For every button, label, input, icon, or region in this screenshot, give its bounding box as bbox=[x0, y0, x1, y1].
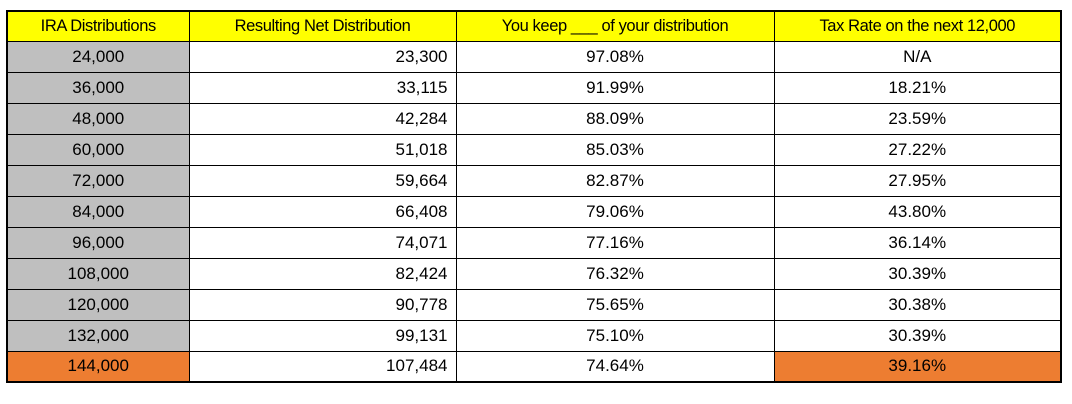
data-cell: 82.87% bbox=[455, 164, 775, 197]
data-cell: 107,484 bbox=[188, 350, 457, 383]
data-cell: 144,000 bbox=[6, 350, 190, 383]
header-cell: IRA Distributions bbox=[6, 10, 190, 42]
data-cell: 120,000 bbox=[6, 288, 190, 321]
data-cell: 23.59% bbox=[773, 102, 1062, 135]
data-cell: 97.08% bbox=[455, 40, 775, 73]
data-cell: 18.21% bbox=[773, 71, 1062, 104]
spreadsheet-table: IRA Distributions Resulting Net Distribut… bbox=[6, 10, 1062, 383]
data-cell: 79.06% bbox=[455, 195, 775, 228]
data-cell: 27.95% bbox=[773, 164, 1062, 197]
data-cell: 74,071 bbox=[188, 226, 457, 259]
data-cell: 33,115 bbox=[188, 71, 457, 104]
data-row: 24,000 23,300 97.08% N/A bbox=[6, 40, 1062, 73]
data-cell: 77.16% bbox=[455, 226, 775, 259]
data-cell: 27.22% bbox=[773, 133, 1062, 166]
header-cell: You keep ___ of your distribution bbox=[455, 10, 775, 42]
data-cell: 88.09% bbox=[455, 102, 775, 135]
data-cell: N/A bbox=[773, 40, 1062, 73]
data-cell: 48,000 bbox=[6, 102, 190, 135]
data-cell: 36,000 bbox=[6, 71, 190, 104]
data-cell: 84,000 bbox=[6, 195, 190, 228]
data-row: 48,000 42,284 88.09% 23.59% bbox=[6, 102, 1062, 135]
data-cell: 23,300 bbox=[188, 40, 457, 73]
data-cell: 66,408 bbox=[188, 195, 457, 228]
data-cell: 72,000 bbox=[6, 164, 190, 197]
data-row: 72,000 59,664 82.87% 27.95% bbox=[6, 164, 1062, 197]
data-cell: 30.39% bbox=[773, 319, 1062, 352]
data-cell: 74.64% bbox=[455, 350, 775, 383]
data-cell: 76.32% bbox=[455, 257, 775, 290]
data-row: 36,000 33,115 91.99% 18.21% bbox=[6, 71, 1062, 104]
data-row: 96,000 74,071 77.16% 36.14% bbox=[6, 226, 1062, 259]
header-row: IRA Distributions Resulting Net Distribut… bbox=[6, 10, 1062, 42]
data-cell: 30.39% bbox=[773, 257, 1062, 290]
data-cell: 42,284 bbox=[188, 102, 457, 135]
data-cell: 51,018 bbox=[188, 133, 457, 166]
header-cell: Tax Rate on the next 12,000 bbox=[773, 10, 1062, 42]
data-cell: 75.10% bbox=[455, 319, 775, 352]
data-cell: 91.99% bbox=[455, 71, 775, 104]
data-cell: 132,000 bbox=[6, 319, 190, 352]
data-cell: 99,131 bbox=[188, 319, 457, 352]
data-row: 60,000 51,018 85.03% 27.22% bbox=[6, 133, 1062, 166]
data-cell: 36.14% bbox=[773, 226, 1062, 259]
data-cell: 59,664 bbox=[188, 164, 457, 197]
data-row: 108,000 82,424 76.32% 30.39% bbox=[6, 257, 1062, 290]
data-row: 120,000 90,778 75.65% 30.38% bbox=[6, 288, 1062, 321]
data-cell: 30.38% bbox=[773, 288, 1062, 321]
data-row: 84,000 66,408 79.06% 43.80% bbox=[6, 195, 1062, 228]
data-cell: 60,000 bbox=[6, 133, 190, 166]
data-cell: 39.16% bbox=[773, 350, 1062, 383]
data-row: 132,000 99,131 75.10% 30.39% bbox=[6, 319, 1062, 352]
data-cell: 96,000 bbox=[6, 226, 190, 259]
data-cell: 43.80% bbox=[773, 195, 1062, 228]
data-row: 144,000 107,484 74.64% 39.16% bbox=[6, 350, 1062, 383]
data-cell: 108,000 bbox=[6, 257, 190, 290]
data-cell: 75.65% bbox=[455, 288, 775, 321]
data-cell: 82,424 bbox=[188, 257, 457, 290]
data-cell: 85.03% bbox=[455, 133, 775, 166]
data-cell: 90,778 bbox=[188, 288, 457, 321]
header-cell: Resulting Net Distribution bbox=[188, 10, 457, 42]
data-cell: 24,000 bbox=[6, 40, 190, 73]
